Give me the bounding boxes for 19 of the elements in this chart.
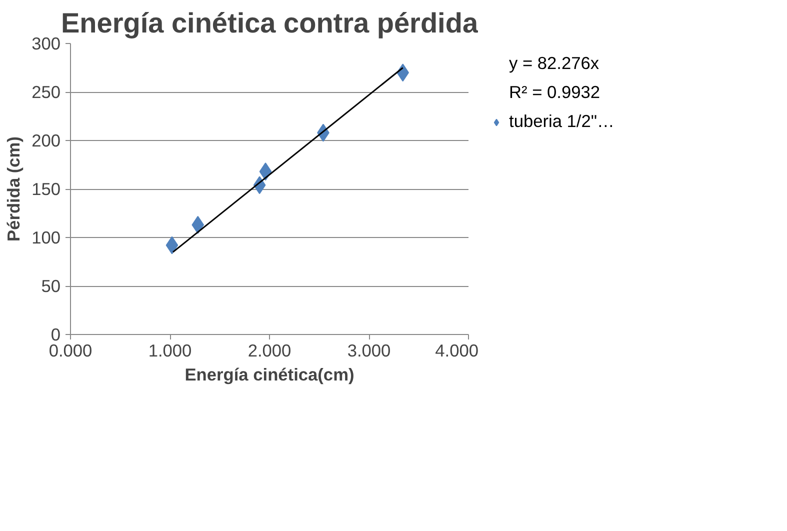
legend-label: tuberia 1/2"…	[509, 111, 614, 132]
text: y = 82.276x	[509, 53, 600, 74]
x-axis-title: Energía cinética(cm)	[184, 364, 354, 384]
y-tick-label: 250	[32, 82, 61, 102]
point	[166, 236, 178, 254]
x-tick-label: 1.000	[148, 340, 192, 360]
point	[259, 162, 272, 181]
y-tick-label: 150	[32, 179, 61, 199]
x-tick-label: 4.000	[435, 340, 479, 360]
y-tick-label: 300	[32, 34, 61, 54]
x-tick-label: 3.000	[347, 340, 391, 360]
text: R² = 0.9932	[509, 82, 600, 103]
y-tick-label: 200	[32, 130, 61, 150]
y-axis-title: Pérdida (cm)	[4, 136, 24, 242]
chart-title: Energía cinética contra pérdida	[60, 8, 478, 38]
y-tick-label: 100	[32, 228, 61, 248]
x-tick-label: 2.000	[248, 340, 292, 360]
y-tick-label: 50	[41, 276, 61, 296]
point	[192, 216, 204, 234]
